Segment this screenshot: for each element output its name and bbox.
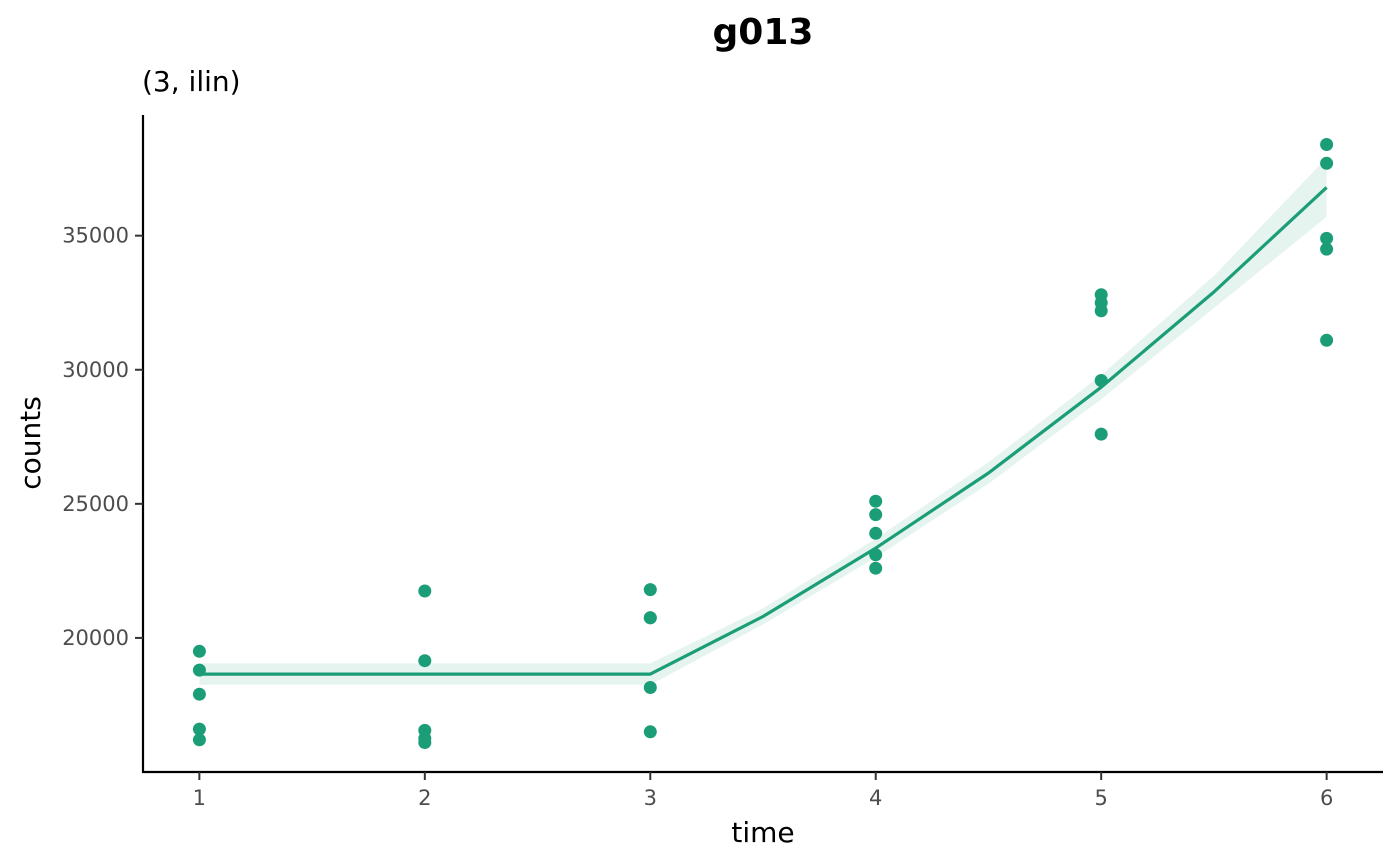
data-point bbox=[418, 584, 432, 598]
y-tick-label: 20000 bbox=[62, 626, 129, 650]
data-points-layer bbox=[192, 138, 1334, 749]
y-axis-title: counts bbox=[14, 396, 47, 490]
y-tick-label: 25000 bbox=[62, 492, 129, 516]
data-point bbox=[192, 663, 206, 677]
data-point bbox=[1320, 333, 1334, 347]
chart-subtitle: (3, ilin) bbox=[142, 65, 241, 98]
data-point bbox=[643, 611, 657, 625]
x-axis-title: time bbox=[731, 816, 794, 849]
data-point bbox=[192, 733, 206, 747]
y-tick-label: 30000 bbox=[62, 358, 129, 382]
data-point bbox=[643, 583, 657, 597]
x-axis-ticks: 1 2 3 4 5 6 bbox=[193, 772, 1333, 810]
x-tick-label: 4 bbox=[869, 786, 882, 810]
data-point bbox=[192, 687, 206, 701]
fit-line bbox=[199, 186, 1328, 676]
data-point bbox=[192, 722, 206, 736]
data-point bbox=[1094, 374, 1108, 387]
data-point bbox=[869, 508, 883, 522]
x-tick-label: 6 bbox=[1320, 786, 1333, 810]
x-tick-label: 2 bbox=[418, 786, 431, 810]
data-point bbox=[192, 644, 206, 658]
y-tick-label: 35000 bbox=[62, 224, 129, 248]
x-tick-label: 1 bbox=[193, 786, 206, 810]
data-point bbox=[869, 494, 883, 508]
data-point bbox=[1320, 242, 1334, 256]
chart-title: g013 bbox=[713, 12, 814, 53]
confidence-band-layer bbox=[199, 157, 1327, 685]
data-point bbox=[418, 654, 432, 668]
data-point bbox=[1320, 231, 1334, 245]
y-axis-ticks: 20000 25000 30000 35000 bbox=[62, 224, 143, 650]
data-point bbox=[869, 548, 883, 562]
x-tick-label: 3 bbox=[644, 786, 657, 810]
data-point bbox=[1094, 304, 1108, 318]
data-point bbox=[1094, 427, 1108, 441]
data-point bbox=[1320, 138, 1334, 151]
x-tick-label: 5 bbox=[1094, 786, 1107, 810]
data-point bbox=[643, 681, 657, 694]
data-point bbox=[418, 736, 432, 749]
data-point bbox=[643, 725, 657, 739]
data-point bbox=[869, 561, 883, 575]
confidence-band bbox=[199, 157, 1327, 685]
data-point bbox=[1320, 156, 1334, 170]
data-point bbox=[869, 526, 883, 540]
fit-line-layer bbox=[199, 186, 1328, 676]
